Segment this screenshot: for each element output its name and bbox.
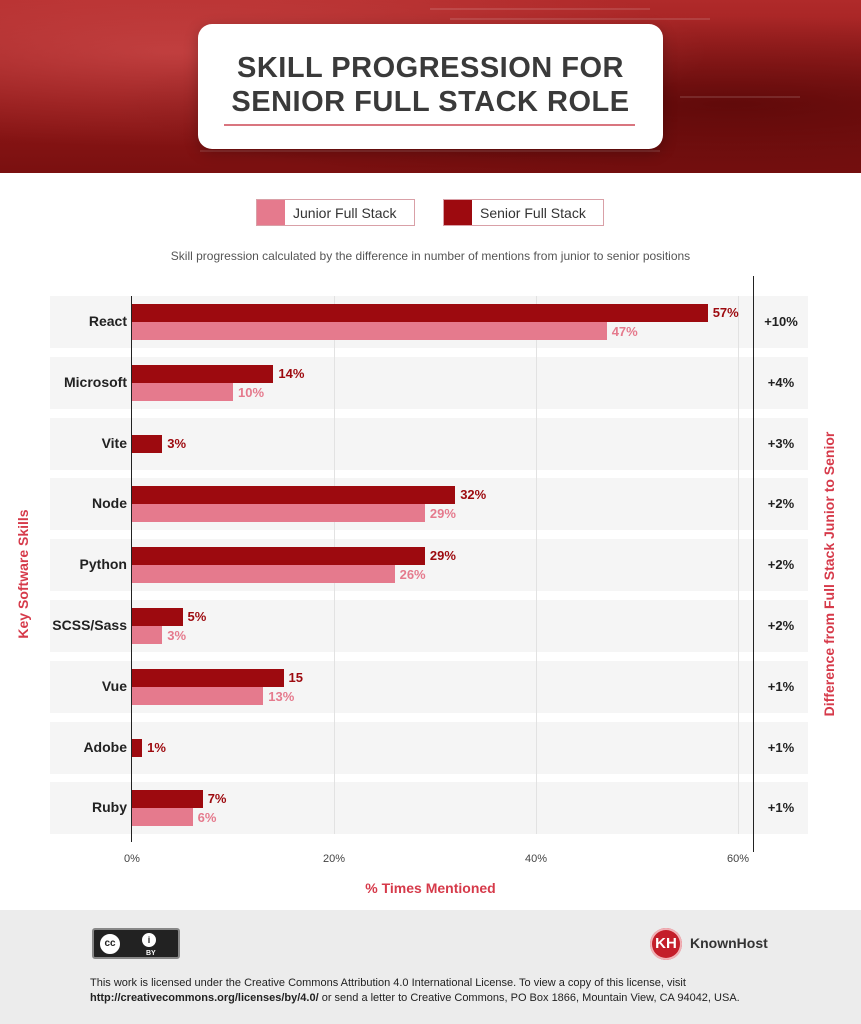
category-label: SCSS/Sass [52,617,127,633]
data-label-senior: 32% [460,487,487,503]
page-title-line-1: SKILL PROGRESSION FOR [236,52,624,84]
data-label-junior: 13% [268,688,295,704]
x-tick-label: 60% [726,853,750,865]
knownhost-logo-icon[interactable]: KH [650,928,682,960]
data-label-junior: 26% [399,567,426,583]
category-label: Adobe [83,738,127,755]
title-underline [224,124,635,126]
difference-label: +3% [767,435,795,451]
category-label: Vue [101,677,127,694]
chart-subtitle: Skill progression calculated by the diff… [170,249,691,263]
bar-senior [132,364,274,383]
difference-label: +1% [767,800,795,816]
bar-junior [132,504,425,523]
difference-divider [753,276,754,852]
bar-junior [132,686,264,705]
data-label-senior: 7% [207,791,227,807]
bar-senior [132,486,456,505]
license-tail: or send a letter to Creative Commons, PO… [318,992,740,1004]
y-axis-line [131,296,132,842]
legend-swatch-senior [444,200,472,225]
license-text: This work is licensed under the Creative… [90,976,780,1006]
difference-label: +2% [767,496,795,512]
license-link[interactable]: http://creativecommons.org/licenses/by/4… [90,992,319,1004]
gridline-60 [738,296,739,834]
difference-label: +1% [767,678,795,694]
data-label-junior: 29% [429,506,456,522]
category-label: React [88,313,127,329]
bar-senior [132,668,284,687]
knownhost-brand-name[interactable]: KnownHost [690,935,768,951]
bar-junior [132,626,163,644]
attribution-person-icon: i [140,931,158,949]
difference-label: +1% [767,739,795,755]
chart-row-background [50,721,808,774]
legend-label-senior: Senior Full Stack [480,205,586,221]
category-label: Vite [101,434,127,451]
legend-label-junior: Junior Full Stack [293,205,397,221]
data-label-senior: 5% [187,609,207,624]
data-label-senior: 1% [147,739,166,755]
difference-label: +2% [767,557,795,573]
title-card: SKILL PROGRESSION FOR SENIOR FULL STACK … [198,24,663,149]
bar-junior [132,565,395,584]
bar-senior [132,304,708,322]
page-title-line-2: SENIOR FULL STACK ROLE [231,86,630,118]
bar-junior [132,322,607,340]
category-label: Ruby [92,799,127,816]
license-intro: This work is licensed under the Creative… [90,977,686,989]
data-label-senior: 3% [167,435,187,451]
bar-senior [132,738,143,757]
difference-label: +10% [764,314,798,329]
bar-senior [132,608,183,626]
gridline-40 [536,296,537,834]
y-axis-label: Key Software Skills [15,509,31,639]
knownhost-logo-glyph: KH [655,935,677,952]
difference-label: +2% [767,618,795,633]
x-tick-label: 0% [124,853,140,865]
data-label-junior: 47% [611,324,638,339]
category-label: Node [92,495,127,512]
bar-senior [132,434,163,453]
bar-senior [132,790,203,809]
cc-by-label: BY [146,950,156,957]
data-label-senior: 57% [712,305,739,320]
data-label-junior: 3% [167,628,187,643]
difference-label: +4% [767,374,795,390]
cc-icon: cc [98,932,122,956]
category-label: Python [79,556,127,573]
bar-junior [132,382,233,401]
bar-junior [132,808,193,827]
data-label-senior: 14% [278,365,305,381]
difference-axis-label: Difference from Full Stack Junior to Sen… [821,431,837,717]
category-label: Microsoft [64,373,127,390]
data-label-junior: 10% [238,384,265,400]
x-tick-label: 20% [322,853,346,865]
data-label-senior: 15 [288,669,303,685]
data-label-junior: 6% [197,810,217,826]
bar-senior [132,547,425,566]
legend-item-senior: Senior Full Stack [443,199,604,226]
chart-row-background [50,417,808,470]
data-label-senior: 29% [429,548,456,564]
x-tick-label: 40% [524,853,548,865]
legend-item-junior: Junior Full Stack [256,199,415,226]
x-axis-label: % Times Mentioned [365,880,496,896]
legend-swatch-junior [257,200,285,225]
cc-license-badge[interactable]: cc i BY [92,928,180,959]
